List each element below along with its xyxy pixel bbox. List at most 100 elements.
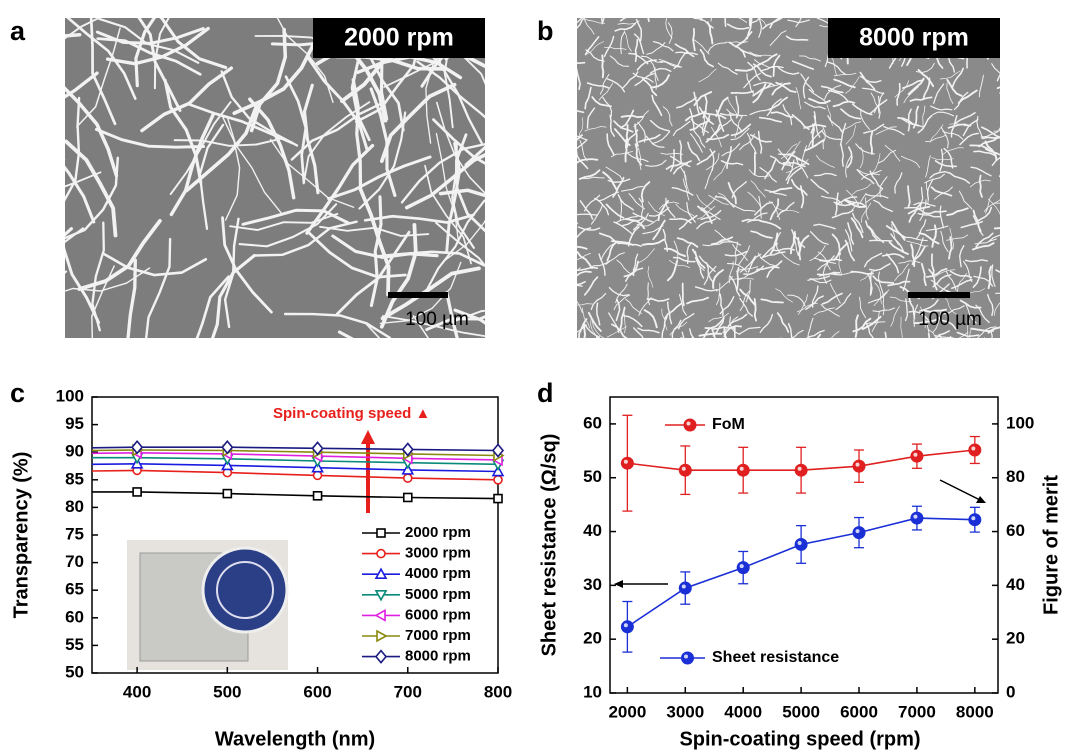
crack [661,308,668,331]
crack [882,348,890,368]
crack [970,327,995,333]
crack [810,178,829,194]
crack [909,96,933,102]
crack [775,288,793,303]
crack [578,117,584,140]
y2-tick-label: 100 [1006,413,1034,432]
marker-highlight [971,516,976,521]
crack [735,95,740,119]
crack [337,330,354,338]
y-axis-title: Sheet resistance (Ω/sq) [538,434,560,657]
crack [673,50,689,70]
crack [795,18,802,28]
crack [586,82,610,89]
crack [249,27,288,133]
crack [606,78,626,93]
marker [910,449,924,463]
crack [577,303,593,306]
crack [647,265,654,288]
marker [683,418,697,432]
crack [726,23,750,30]
series-line [91,446,499,452]
crack [613,294,631,311]
crack [851,212,864,234]
crack [885,225,907,239]
crack [948,12,969,16]
crack [922,314,930,337]
crack [715,96,729,117]
crack [987,198,1000,215]
crack [613,221,633,235]
crack [981,136,1000,140]
crack [754,201,773,216]
crack [950,115,958,138]
crack [709,148,715,171]
crack [702,327,711,338]
crack [577,134,583,142]
image-label: 8000 rpm [859,24,969,52]
crack [632,212,654,223]
crack [689,108,695,132]
crack [641,238,665,246]
crack [651,94,663,117]
crack [605,252,625,265]
crack [991,63,1000,74]
crack [577,266,599,272]
crack [822,353,836,370]
crack [726,108,748,116]
crack [881,253,905,259]
crack [835,292,852,311]
crack [987,265,992,290]
crack [791,229,806,249]
crack [598,253,606,276]
crack [754,59,775,68]
crack [748,18,752,27]
crack [238,203,338,248]
marker [374,649,388,664]
marker [131,439,144,455]
crack [659,60,682,68]
crack [861,315,882,331]
crack [577,18,583,24]
crack [931,253,935,277]
crack [859,71,876,90]
crack [752,82,773,97]
crack [577,222,579,225]
crack [634,143,642,166]
crack [884,331,887,338]
crack [894,263,909,282]
crack [844,199,867,208]
crack [772,54,781,77]
crack [577,245,588,250]
crack [975,232,994,248]
crack [749,51,772,56]
marker-highlight [739,564,744,569]
crack [757,252,776,267]
marker-highlight [623,459,628,464]
marker-highlight [681,466,686,471]
crack [883,125,905,136]
crack [577,280,586,286]
crack [833,271,856,276]
marker [402,473,413,483]
crack [643,356,658,372]
crack [817,255,835,271]
crack [908,310,929,321]
crack [579,139,588,162]
crack [713,162,728,181]
crack [91,221,105,332]
crack [745,0,762,12]
crack [573,347,594,354]
crack [555,197,576,203]
crack [850,217,864,239]
crack [65,227,85,244]
crack [65,270,68,274]
crack [805,11,826,17]
crack [816,333,822,338]
crack [586,107,596,129]
crack [1015,38,1029,54]
crack [643,309,658,329]
crack [758,18,762,38]
crack [443,219,485,262]
crack [940,230,949,253]
